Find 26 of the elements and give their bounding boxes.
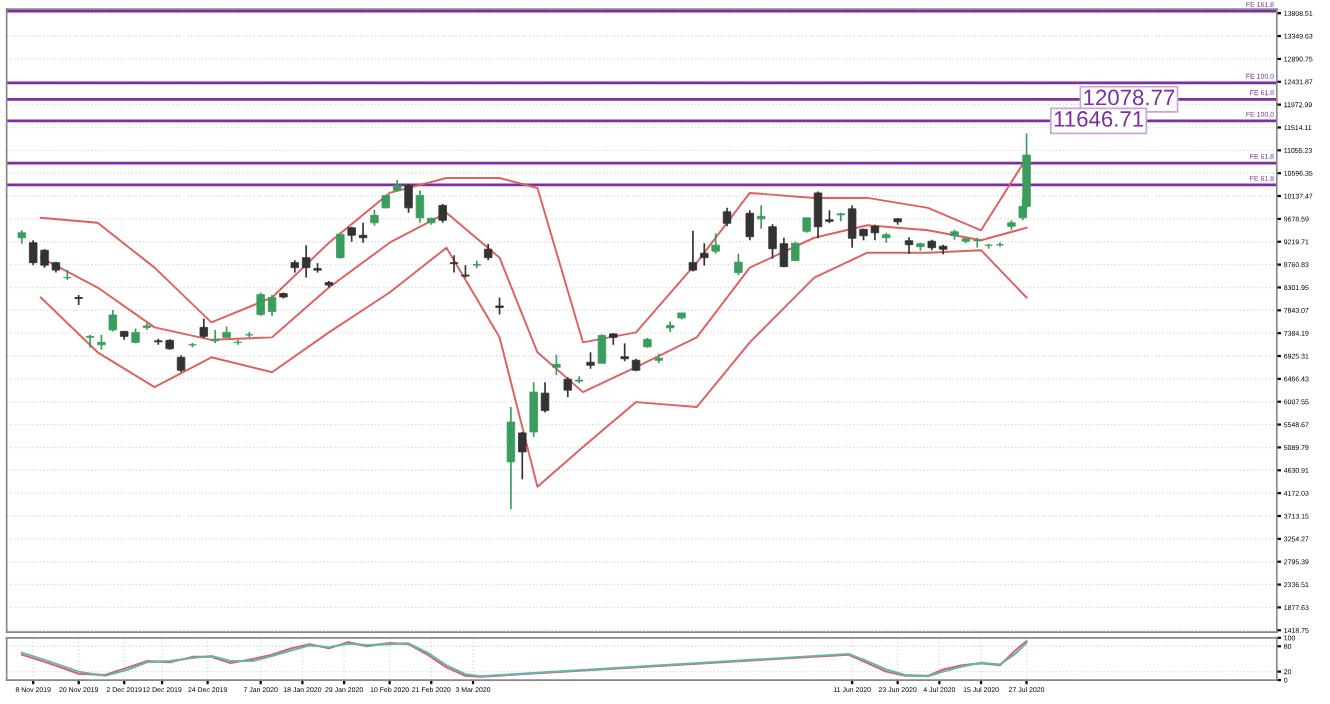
candlestick [563, 376, 572, 398]
candlestick [404, 183, 413, 214]
candlestick [745, 209, 754, 242]
candlestick [449, 254, 459, 274]
candlestick [85, 334, 95, 349]
candlestick [700, 242, 709, 267]
candlestick [199, 317, 209, 340]
annotation: 12078.77 [1084, 89, 1175, 106]
line-series [39, 246, 1028, 488]
candlestick [506, 406, 516, 511]
candlestick [210, 329, 220, 345]
candlestick [438, 203, 447, 224]
candlestick [734, 252, 743, 276]
candlestick [529, 381, 538, 438]
annotation: 11646.71 [1054, 111, 1144, 127]
candlestick [711, 232, 720, 255]
candlestick [756, 204, 766, 230]
candlestick [336, 232, 345, 260]
candlestick [540, 381, 550, 414]
candlestick [552, 353, 561, 377]
candlestick [415, 189, 425, 224]
candlestick [518, 431, 527, 481]
candlestick [722, 207, 732, 228]
candlestick [688, 229, 698, 273]
candlestick [74, 294, 83, 306]
candlestick [597, 333, 607, 365]
